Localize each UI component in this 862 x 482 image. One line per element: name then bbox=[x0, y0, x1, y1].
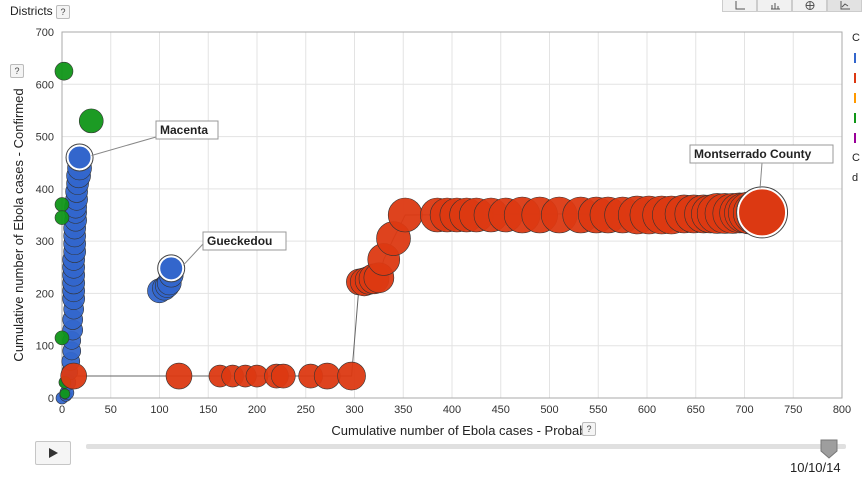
bubble-series-1 bbox=[78, 108, 104, 134]
legend-text: d bbox=[852, 172, 859, 184]
x-tick-label: 700 bbox=[735, 404, 753, 416]
y-tick-label: 500 bbox=[36, 132, 54, 144]
x-tick-label: 350 bbox=[394, 404, 412, 416]
highlighted-bubble bbox=[158, 255, 185, 282]
y-tick-label: 0 bbox=[48, 393, 54, 405]
y-tick-label: 700 bbox=[36, 27, 54, 39]
highlighted-bubble-ring bbox=[157, 254, 186, 283]
bubble-series-2 bbox=[313, 362, 341, 390]
x-tick-label: 550 bbox=[589, 404, 607, 416]
bubble-series-1 bbox=[59, 388, 71, 400]
bubble-label: Gueckedou bbox=[207, 234, 272, 248]
highlighted-bubble-ring bbox=[65, 143, 94, 172]
legend-text: C bbox=[852, 32, 860, 44]
play-icon bbox=[49, 448, 58, 458]
x-tick-label: 250 bbox=[297, 404, 315, 416]
globe-map-icon[interactable] bbox=[792, 0, 827, 12]
legend-item[interactable] bbox=[852, 128, 862, 148]
legend-item[interactable] bbox=[852, 68, 862, 88]
legend-item[interactable]: C bbox=[852, 148, 862, 168]
legend-item[interactable] bbox=[852, 48, 862, 68]
x-tick-label: 100 bbox=[150, 404, 168, 416]
label-box bbox=[689, 144, 834, 164]
districts-help-icon[interactable]: ? bbox=[56, 4, 71, 19]
y-tick-label: 400 bbox=[36, 184, 54, 196]
bubble-series-2 bbox=[271, 363, 296, 389]
x-tick-label: 0 bbox=[59, 404, 65, 416]
timeline-date: 10/10/14 bbox=[790, 460, 841, 475]
bubble-chart-icon[interactable] bbox=[722, 0, 757, 12]
y-axis-help-icon[interactable]: ? bbox=[10, 64, 24, 78]
x-tick-label: 50 bbox=[105, 404, 117, 416]
bar-chart-icon[interactable] bbox=[757, 0, 792, 12]
x-tick-label: 150 bbox=[199, 404, 217, 416]
timeline-slider-track[interactable] bbox=[86, 444, 846, 449]
x-tick-label: 200 bbox=[248, 404, 266, 416]
legend-text: C bbox=[852, 152, 860, 164]
chart-type-toolbar bbox=[722, 0, 862, 12]
label-box bbox=[155, 120, 219, 140]
label-leader-line bbox=[759, 162, 763, 189]
legend-item[interactable] bbox=[852, 108, 862, 128]
bubble-series-2 bbox=[337, 361, 366, 391]
timeline-slider-handle[interactable] bbox=[820, 439, 838, 459]
y-tick-label: 300 bbox=[36, 236, 54, 248]
x-tick-label: 600 bbox=[638, 404, 656, 416]
legend-item[interactable]: d bbox=[852, 168, 862, 188]
line-chart-icon[interactable] bbox=[827, 0, 862, 12]
highlighted-bubble bbox=[737, 187, 788, 238]
legend-swatch bbox=[854, 133, 856, 143]
x-tick-label: 400 bbox=[443, 404, 461, 416]
bubble-series-2 bbox=[165, 362, 193, 390]
bubble-label: Macenta bbox=[160, 123, 208, 137]
label-leader-line bbox=[91, 136, 157, 156]
bubble-series-1 bbox=[54, 61, 74, 81]
x-axis-help-icon[interactable]: ? bbox=[582, 422, 596, 436]
label-box bbox=[202, 231, 287, 251]
x-tick-label: 450 bbox=[492, 404, 510, 416]
y-tick-label: 600 bbox=[36, 79, 54, 91]
legend-swatch bbox=[854, 113, 856, 123]
legend-swatch bbox=[854, 53, 856, 63]
districts-text: Districts bbox=[10, 4, 53, 18]
districts-label: Districts ? bbox=[10, 4, 71, 19]
highlighted-bubble-ring bbox=[736, 186, 789, 239]
bubble-series-2 bbox=[387, 197, 423, 233]
x-tick-label: 650 bbox=[687, 404, 705, 416]
x-tick-label: 750 bbox=[784, 404, 802, 416]
y-tick-label: 200 bbox=[36, 288, 54, 300]
legend-item[interactable]: C bbox=[852, 28, 862, 48]
play-button[interactable] bbox=[35, 441, 71, 465]
x-tick-label: 500 bbox=[540, 404, 558, 416]
bubble-series-1 bbox=[54, 210, 70, 225]
bubble-series-1 bbox=[54, 197, 70, 212]
label-leader-line bbox=[182, 243, 204, 266]
x-tick-label: 800 bbox=[833, 404, 851, 416]
highlighted-bubble bbox=[66, 144, 93, 171]
x-tick-label: 300 bbox=[345, 404, 363, 416]
legend-swatch bbox=[854, 73, 856, 83]
legend-item[interactable] bbox=[852, 88, 862, 108]
legend-swatch bbox=[854, 93, 856, 103]
bubble-series-2 bbox=[60, 362, 87, 390]
y-axis-title: Cumulative number of Ebola cases - Confi… bbox=[11, 88, 26, 361]
bubble-series-1 bbox=[54, 330, 70, 346]
x-axis-title: Cumulative number of Ebola cases - Proba… bbox=[331, 423, 596, 438]
y-tick-label: 100 bbox=[36, 341, 54, 353]
bubble-label: Montserrado County bbox=[694, 147, 812, 161]
